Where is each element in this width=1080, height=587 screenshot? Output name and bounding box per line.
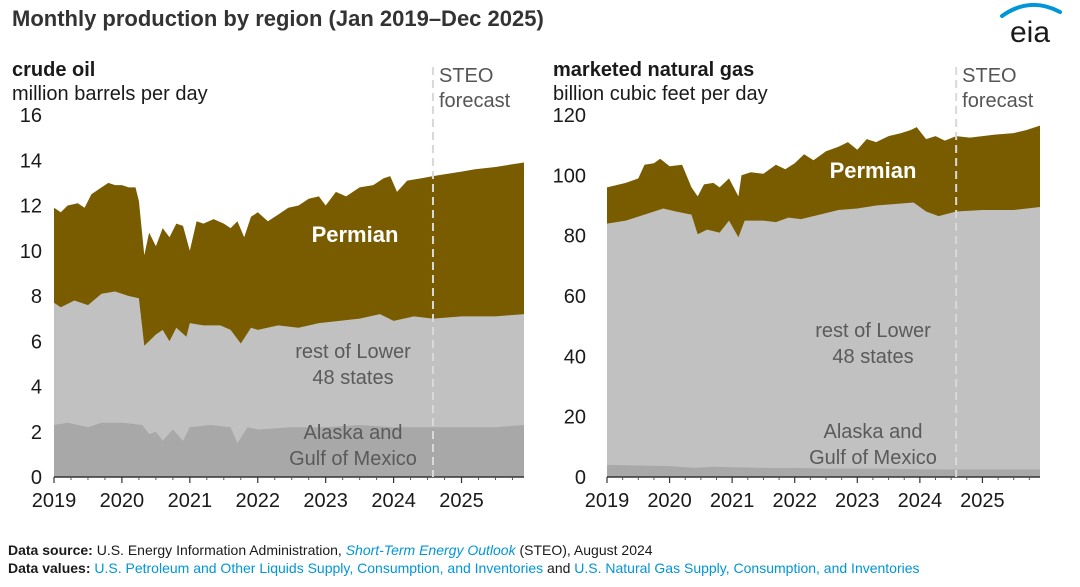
y-tick-label: 6 — [31, 331, 42, 353]
data-values-line: Data values: U.S. Petroleum and Other Li… — [8, 559, 920, 577]
x-tick-label: 2019 — [585, 490, 630, 512]
series-label-alaska-gulf: Alaska and — [304, 422, 403, 444]
y-tick-label: 8 — [31, 286, 42, 308]
x-tick-label: 2021 — [710, 490, 755, 512]
series-alaska-gulf-area — [54, 422, 524, 477]
footer: Data source: U.S. Energy Information Adm… — [8, 541, 920, 577]
panel-title: marketed natural gas — [553, 59, 754, 81]
series-label-rest-of-lower-48: 48 states — [312, 367, 393, 389]
x-tick-label: 2024 — [898, 490, 943, 512]
data-source-label: Data source: — [8, 542, 93, 558]
series-label-alaska-gulf: Alaska and — [824, 421, 923, 443]
forecast-label: STEO — [439, 65, 493, 87]
logo-text: eia — [1010, 16, 1050, 46]
y-tick-label: 0 — [575, 467, 586, 489]
y-tick-label: 60 — [564, 286, 586, 308]
natural-gas-link[interactable]: U.S. Natural Gas Supply, Consumption, an… — [574, 560, 920, 576]
x-tick-label: 2024 — [371, 490, 416, 512]
series-label-alaska-gulf: Gulf of Mexico — [289, 448, 417, 470]
data-source-line: Data source: U.S. Energy Information Adm… — [8, 541, 920, 559]
y-tick-label: 14 — [20, 150, 42, 172]
steo-link[interactable]: Short-Term Energy Outlook — [345, 542, 516, 558]
data-values-label: Data values: — [8, 560, 91, 576]
unit-label: billion cubic feet per day — [553, 83, 768, 105]
series-label-rest-of-lower-48: rest of Lower — [815, 320, 931, 342]
x-tick-label: 2021 — [168, 490, 213, 512]
unit-label: million barrels per day — [12, 83, 208, 105]
x-tick-label: 2022 — [772, 490, 817, 512]
series-label-alaska-gulf: Gulf of Mexico — [809, 447, 937, 469]
x-tick-label: 2023 — [303, 490, 348, 512]
series-label-rest-of-lower-48: 48 states — [832, 346, 913, 368]
y-tick-label: 16 — [20, 105, 42, 127]
forecast-label: forecast — [439, 90, 511, 112]
series-alaska-gulf-area — [607, 464, 1040, 477]
y-tick-label: 2 — [31, 422, 42, 444]
petroleum-link[interactable]: U.S. Petroleum and Other Liquids Supply,… — [94, 560, 544, 576]
y-tick-label: 0 — [31, 467, 42, 489]
series-label-permian: Permian — [312, 222, 399, 247]
x-tick-label: 2025 — [439, 490, 484, 512]
y-tick-label: 10 — [20, 241, 42, 263]
panel-title: crude oil — [12, 59, 95, 81]
y-tick-label: 4 — [31, 377, 42, 399]
data-values-and: and — [543, 560, 575, 576]
y-tick-label: 12 — [20, 196, 42, 218]
y-tick-label: 120 — [553, 105, 586, 127]
x-tick-label: 2023 — [835, 490, 880, 512]
x-tick-label: 2022 — [236, 490, 281, 512]
x-tick-label: 2019 — [32, 490, 77, 512]
series-rest-of-lower-48-area — [607, 202, 1040, 477]
forecast-label: forecast — [962, 90, 1034, 112]
x-tick-label: 2020 — [647, 490, 692, 512]
y-tick-label: 100 — [553, 165, 586, 187]
forecast-label: STEO — [962, 65, 1016, 87]
y-tick-label: 80 — [564, 226, 586, 248]
x-tick-label: 2025 — [960, 490, 1005, 512]
y-tick-label: 40 — [564, 346, 586, 368]
series-label-rest-of-lower-48: rest of Lower — [295, 341, 411, 363]
series-label-permian: Permian — [830, 158, 917, 183]
page-title: Monthly production by region (Jan 2019–D… — [12, 6, 544, 31]
logo-swoosh-icon — [1000, 2, 1062, 18]
eia-logo[interactable]: eia — [996, 2, 1066, 51]
data-source-text: U.S. Energy Information Administration, — [92, 542, 346, 558]
data-source-date: (STEO), August 2024 — [515, 542, 653, 558]
x-tick-label: 2020 — [100, 490, 145, 512]
y-tick-label: 20 — [564, 407, 586, 429]
